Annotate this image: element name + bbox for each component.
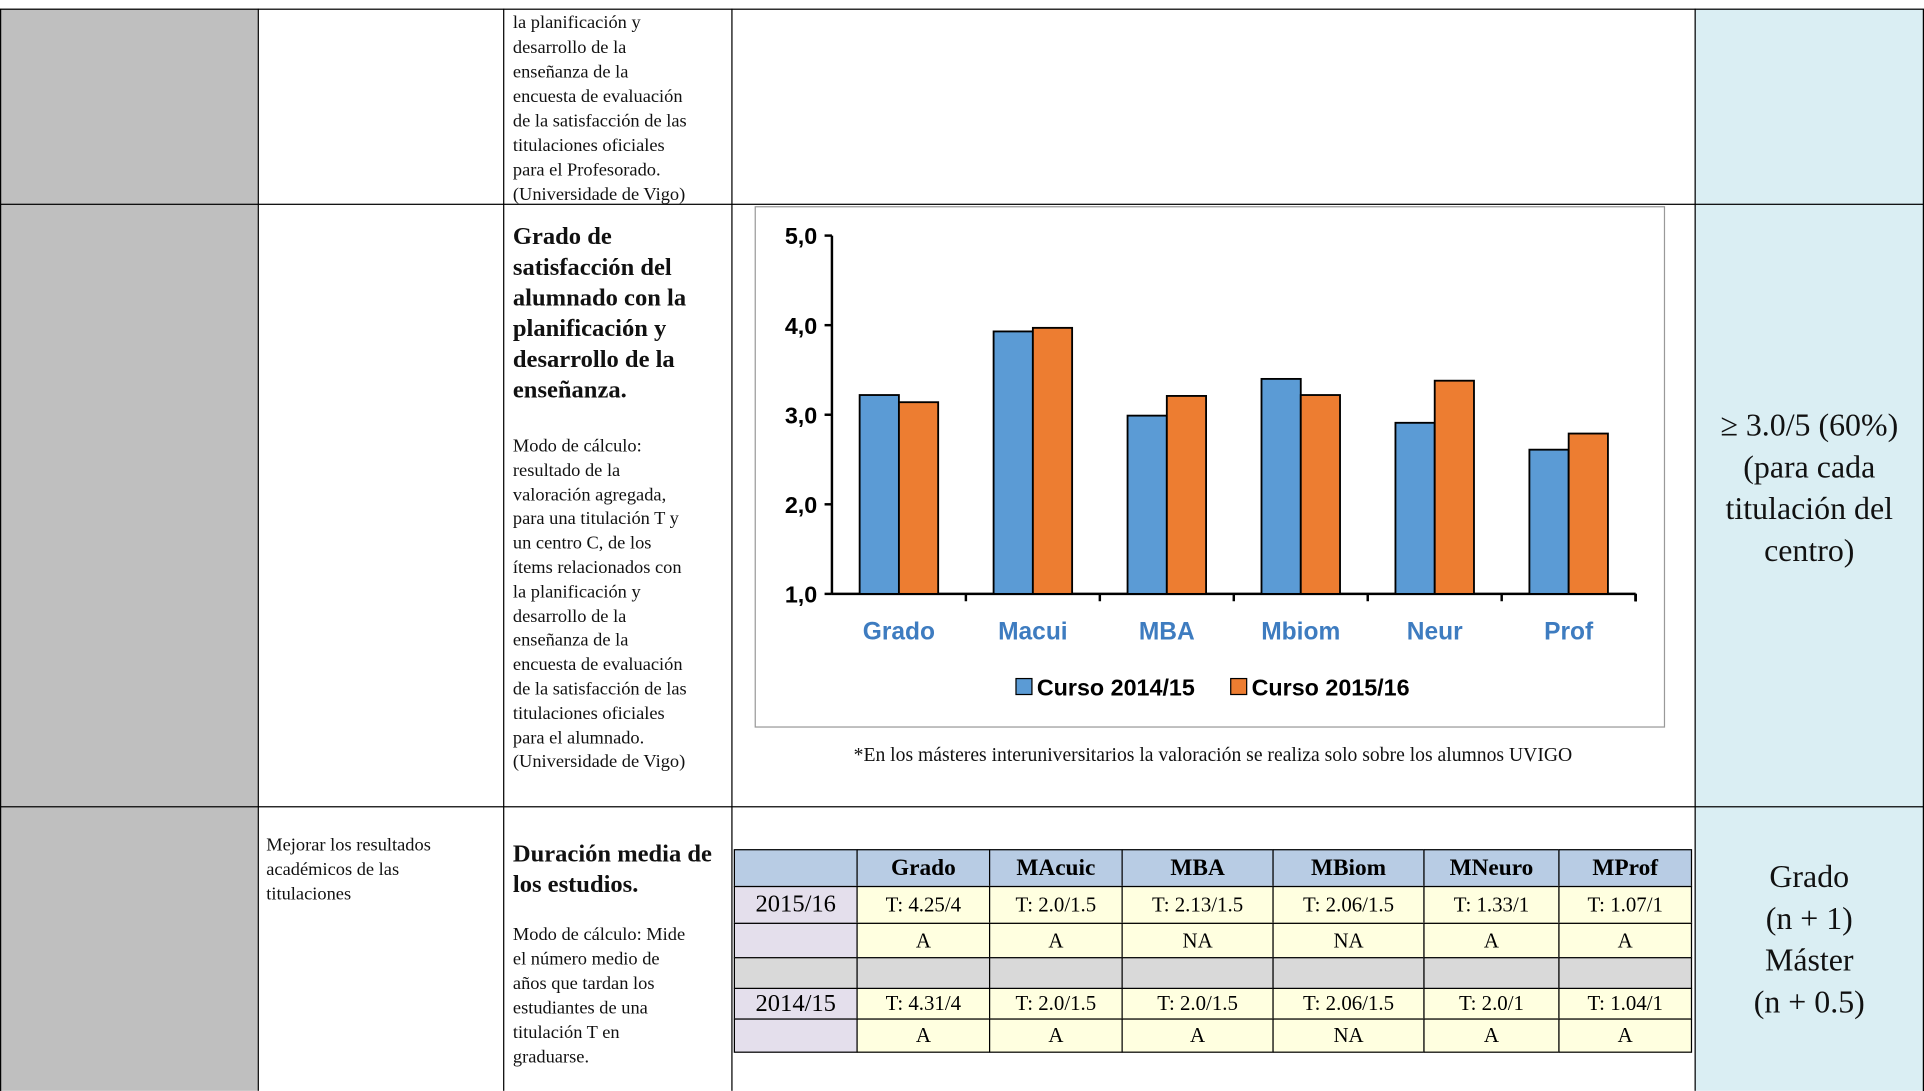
legend-label: Curso 2015/16 [1252, 675, 1410, 701]
table-cell: T: 1.04/1 [1558, 987, 1693, 1020]
bar [1433, 379, 1475, 595]
target: Grado (n + 1) Máster (n + 0.5) [1753, 858, 1865, 1020]
legend-swatch [1015, 677, 1033, 696]
grid [257, 8, 259, 1091]
separator-row [1272, 957, 1425, 989]
indicator-title: Grado de satisfacción del alumnado con l… [512, 223, 687, 404]
bar [1528, 448, 1570, 595]
chart-note: *En los másteres interuniversitarios la … [853, 744, 1573, 766]
table-cell: A [1558, 1018, 1693, 1053]
column-header: Grado [856, 849, 991, 888]
row-label-empty [733, 1018, 858, 1053]
objective: Mejorar los resultados académicos de las… [266, 835, 431, 905]
table-cell: A [988, 1018, 1123, 1053]
x-tick-label: MBA [1139, 618, 1195, 645]
separator-row [733, 957, 858, 989]
grid [503, 8, 505, 1091]
bar [897, 401, 940, 595]
table-cell: A [856, 922, 991, 959]
separator-row [988, 957, 1123, 989]
bar [1567, 432, 1609, 595]
table-cell: T: 2.0/1.5 [1121, 987, 1274, 1020]
separator-row [1121, 957, 1274, 989]
table-cell: A [1121, 1018, 1274, 1053]
indicator-text: Modo de cálculo: resultado de la valorac… [512, 436, 687, 773]
column-header: MProf [1558, 849, 1693, 888]
separator-row [1558, 957, 1693, 989]
grid [1694, 8, 1696, 1091]
row-label: 2015/16 [733, 885, 858, 924]
separator-row [856, 957, 991, 989]
right-column [1694, 8, 1924, 1091]
row-label-empty [733, 922, 858, 959]
table-cell: NA [1272, 922, 1425, 959]
column-header: MAcuic [988, 849, 1123, 888]
column-header: MNeuro [1423, 849, 1560, 888]
table-cell: T: 2.0/1.5 [988, 885, 1123, 924]
left-column [0, 8, 258, 1091]
y-tick-label: 3,0 [785, 402, 817, 428]
grid [731, 8, 733, 1091]
indicator-title: Duración media de los estudios. [512, 840, 712, 899]
bar [1126, 414, 1168, 595]
table-cell: A [856, 1018, 991, 1053]
y-tick-label: 1,0 [785, 581, 817, 607]
table-cell: T: 4.31/4 [856, 987, 991, 1020]
x-tick-label: Prof [1544, 618, 1594, 645]
indicator-text: la planificación y desarrollo de la ense… [512, 13, 687, 205]
grid [0, 8, 1924, 1091]
bar [1260, 377, 1302, 595]
x-tick-label: Neur [1407, 618, 1463, 645]
table-cell: T: 2.0/1 [1423, 987, 1560, 1020]
legend-label: Curso 2014/15 [1037, 675, 1195, 701]
table-cell: T: 2.06/1.5 [1272, 885, 1425, 924]
table-cell: NA [1121, 922, 1274, 959]
table-corner [733, 849, 858, 888]
y-tick-label: 4,0 [785, 313, 817, 339]
table-cell: A [988, 922, 1123, 959]
grid [0, 806, 1924, 808]
grid [0, 203, 1924, 205]
y-tick-label: 5,0 [785, 223, 817, 249]
indicator-text: Modo de cálculo: Mide el número medio de… [512, 925, 686, 1068]
x-tick-label: Mbiom [1261, 618, 1340, 645]
legend-swatch [1230, 677, 1248, 696]
table-cell: T: 2.06/1.5 [1272, 987, 1425, 1020]
table-cell: A [1423, 922, 1560, 959]
table-cell: T: 4.25/4 [856, 885, 991, 924]
table-cell: A [1558, 922, 1693, 959]
table-cell: T: 2.0/1.5 [988, 987, 1123, 1020]
x-tick-label: Grado [863, 618, 935, 645]
table-cell: A [1423, 1018, 1560, 1053]
separator-row [1423, 957, 1560, 989]
bar [992, 330, 1034, 595]
bar [1394, 421, 1436, 595]
column-header: MBiom [1272, 849, 1425, 888]
table-cell: T: 2.13/1.5 [1121, 885, 1274, 924]
bar [1165, 395, 1207, 595]
bar [858, 394, 900, 595]
table-cell: NA [1272, 1018, 1425, 1053]
y-tick-label: 2,0 [785, 492, 817, 518]
x-tick-label: Macui [998, 618, 1068, 645]
chart-frame [754, 206, 1666, 728]
target: ≥ 3.0/5 (60%) (para cada titulación del … [1720, 407, 1899, 569]
table-cell: T: 1.33/1 [1423, 885, 1560, 924]
bar [1299, 394, 1341, 595]
table-cell: T: 1.07/1 [1558, 885, 1693, 924]
row-label: 2014/15 [733, 987, 858, 1020]
column-header: MBA [1121, 849, 1274, 888]
bar [1031, 326, 1074, 595]
